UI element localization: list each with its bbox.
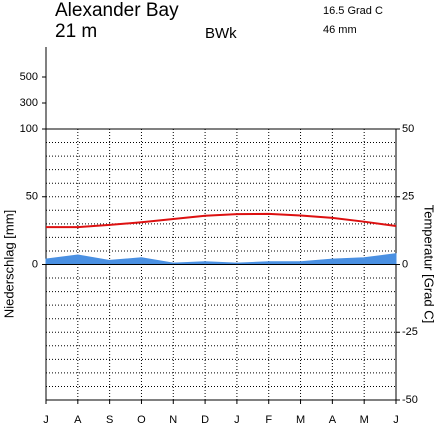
x-tick-label: M	[296, 414, 305, 426]
x-tick-label: S	[106, 414, 113, 426]
temperature-line	[46, 212, 397, 229]
annual-temperature: 16.5 Grad C	[323, 5, 383, 17]
x-tick-label: J	[234, 414, 240, 426]
chart-subtitle: 21 m	[55, 21, 97, 42]
y2-tick-label: 0	[402, 258, 408, 270]
x-tick-label: A	[74, 414, 82, 426]
y-tick-label: 100	[20, 123, 38, 135]
x-tick-label: M	[360, 414, 369, 426]
y2-tick-label: -50	[402, 394, 418, 406]
x-tick-label: F	[265, 414, 272, 426]
y2-tick-label: 25	[402, 191, 414, 203]
x-tick-label: O	[137, 414, 146, 426]
x-tick-label: J	[43, 414, 49, 426]
x-tick-label: D	[201, 414, 209, 426]
x-tick-label: J	[393, 414, 399, 426]
y-axis-label: Niederschlag [mm]	[1, 210, 16, 318]
y-tick-label: 50	[26, 191, 38, 203]
y-tick-label: 300	[20, 97, 38, 109]
y-tick-label: 0	[32, 258, 38, 270]
precipitation-area	[45, 253, 397, 265]
x-tick-label: N	[169, 414, 177, 426]
climate-class: BWk	[205, 25, 237, 42]
y2-tick-label: 50	[402, 123, 414, 135]
x-tick-label: A	[329, 414, 337, 426]
y2-axis-label: Temperatur [Grad C]	[422, 205, 437, 324]
chart-title: Alexander Bay	[55, 0, 179, 21]
y2-tick-label: -25	[402, 326, 418, 338]
y-tick-label: 500	[20, 71, 38, 83]
annual-precipitation: 46 mm	[323, 24, 357, 36]
